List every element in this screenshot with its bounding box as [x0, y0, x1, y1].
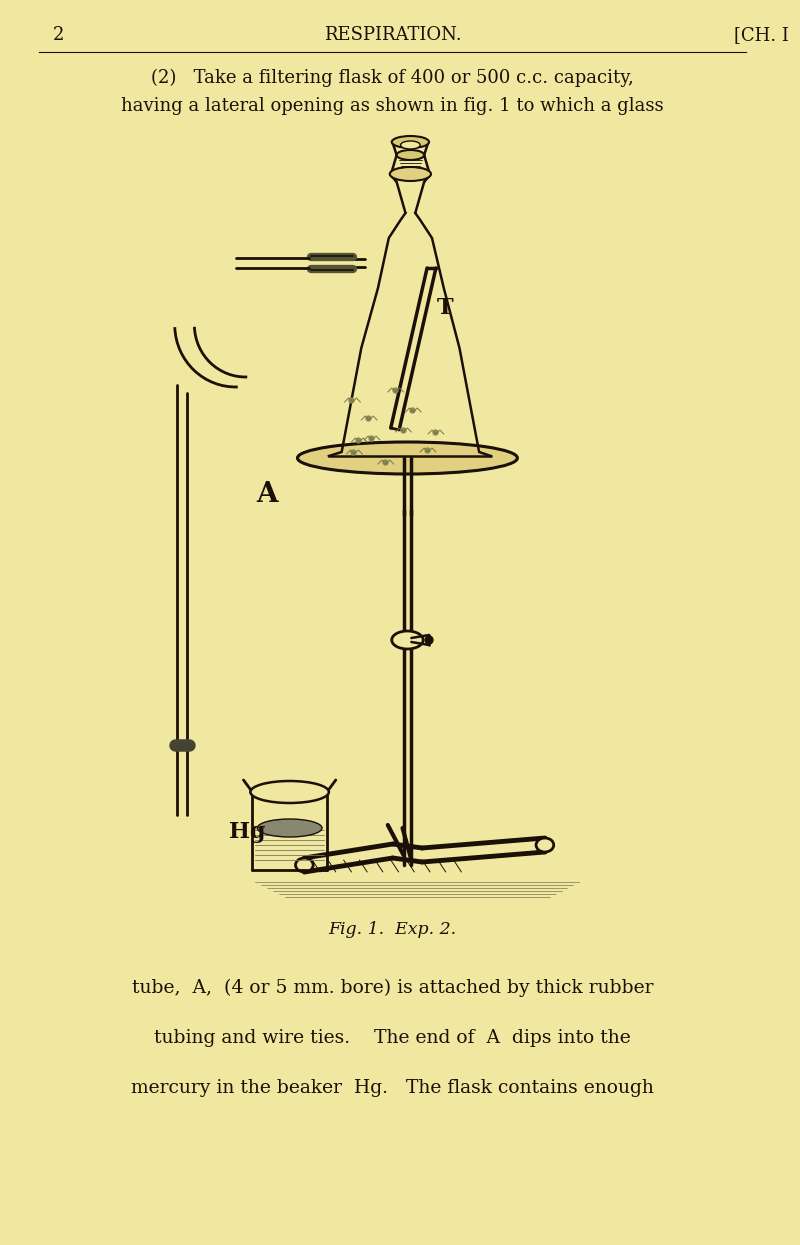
Text: tubing and wire ties.    The end of  A  dips into the: tubing and wire ties. The end of A dips …	[154, 1030, 631, 1047]
Text: having a lateral opening as shown in fig. 1 to which a glass: having a lateral opening as shown in fig…	[122, 97, 664, 115]
Text: (2)   Take a filtering flask of 400 or 500 c.c. capacity,: (2) Take a filtering flask of 400 or 500…	[151, 68, 634, 87]
Ellipse shape	[536, 838, 554, 852]
Ellipse shape	[401, 141, 420, 149]
Ellipse shape	[258, 819, 322, 837]
Ellipse shape	[425, 636, 433, 644]
Ellipse shape	[392, 136, 429, 148]
Text: tube,  A,  (4 or 5 mm. bore) is attached by thick rubber: tube, A, (4 or 5 mm. bore) is attached b…	[132, 979, 654, 997]
Text: mercury in the beaker  Hg.   The flask contains enough: mercury in the beaker Hg. The flask cont…	[131, 1079, 654, 1097]
Ellipse shape	[392, 631, 423, 649]
Ellipse shape	[295, 858, 313, 872]
Text: Hg: Hg	[229, 820, 266, 843]
Text: RESPIRATION.: RESPIRATION.	[324, 26, 462, 44]
Text: 2: 2	[54, 26, 65, 44]
Text: Fig. 1.  Exp. 2.: Fig. 1. Exp. 2.	[329, 921, 457, 939]
Ellipse shape	[397, 149, 424, 161]
Ellipse shape	[250, 781, 329, 803]
Text: [CH. I: [CH. I	[734, 26, 790, 44]
Ellipse shape	[298, 442, 518, 474]
Ellipse shape	[390, 167, 431, 181]
Text: A: A	[256, 482, 278, 508]
Text: T: T	[437, 298, 453, 319]
